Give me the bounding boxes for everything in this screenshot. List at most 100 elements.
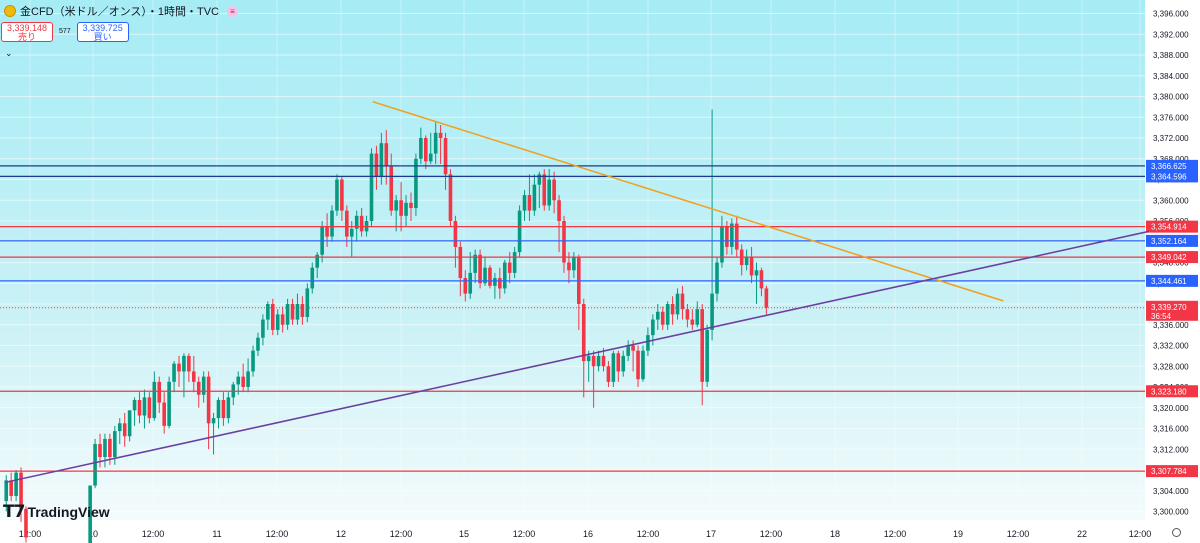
buy-price: 3,339.725 <box>82 22 123 33</box>
candle-down <box>606 366 611 382</box>
level-label: 3,352.164 <box>1151 237 1187 246</box>
level-label-bg <box>1146 385 1198 398</box>
candle-down <box>700 309 705 382</box>
settings-icon[interactable] <box>1172 528 1181 537</box>
candle-up <box>103 438 107 458</box>
x-tick-label: 15 <box>459 529 469 539</box>
candle-down <box>749 257 754 276</box>
current-price-label-bg <box>1146 300 1198 321</box>
candle-down <box>221 399 226 419</box>
candle-up <box>330 210 334 237</box>
candle-up <box>522 195 527 211</box>
candle-up <box>572 257 576 271</box>
sell-price: 3,339.148 <box>6 22 48 33</box>
level-label-bg <box>1146 234 1198 247</box>
candle-up <box>483 267 487 284</box>
price-axis-background <box>1145 0 1200 543</box>
candle-up <box>715 262 719 294</box>
candle-up <box>641 350 645 380</box>
candle-up <box>354 215 359 229</box>
candle-up <box>621 355 626 372</box>
candle-down <box>631 345 635 351</box>
candle-down <box>552 179 556 201</box>
candle-up <box>113 431 117 458</box>
candle-up <box>132 399 137 411</box>
candle-down <box>325 226 329 237</box>
y-tick-label: 3,332.000 <box>1153 342 1189 351</box>
level-label-bg <box>1146 274 1198 287</box>
x-tick-label: 10 <box>88 529 98 539</box>
candle-down <box>567 262 571 271</box>
candle-up <box>251 350 255 372</box>
candle-up <box>468 272 473 294</box>
candle-up <box>754 270 759 276</box>
candle-up <box>315 254 320 268</box>
candle-down <box>24 508 28 538</box>
candle-up <box>14 472 18 496</box>
x-tick-label: 12:00 <box>513 529 536 539</box>
candle-down <box>399 200 403 216</box>
candle-down <box>660 311 665 325</box>
x-tick-label: 19 <box>953 529 963 539</box>
lines-menu-icon[interactable]: ≡ <box>227 5 239 17</box>
chevron-down-icon[interactable]: ⌄ <box>5 48 13 58</box>
candle-down <box>300 304 305 317</box>
candle-down <box>409 202 413 209</box>
candle-down <box>196 381 201 395</box>
candle-up <box>349 228 354 237</box>
candle-down <box>725 226 729 247</box>
level-label-bg <box>1146 251 1198 264</box>
y-tick-label: 3,384.000 <box>1153 72 1189 81</box>
y-tick-label: 3,368.000 <box>1153 155 1189 164</box>
spread-value: 577 <box>59 28 71 35</box>
candle-down <box>280 314 285 325</box>
candle-down <box>488 267 492 286</box>
candle-down <box>206 376 211 424</box>
candle-up <box>428 153 433 162</box>
candle-down <box>527 195 532 211</box>
sell-button[interactable]: 3,339.148 売り <box>1 22 53 42</box>
y-tick-label: 3,312.000 <box>1153 445 1189 454</box>
y-tick-label: 3,372.000 <box>1153 134 1189 143</box>
buy-button[interactable]: 3,339.725 買い <box>76 22 129 42</box>
trendline <box>372 100 1004 302</box>
x-tick-label: 22 <box>1077 529 1087 539</box>
candle-up <box>117 423 122 432</box>
chart-header: 金CFD（米ドル／オンス）・1時間・TVC ≡ <box>4 3 239 19</box>
candle-down <box>670 304 675 315</box>
candle-down <box>448 174 453 221</box>
candle-down <box>591 355 596 367</box>
candle-down <box>759 270 764 289</box>
symbol-title[interactable]: 金CFD（米ドル／オンス）・1時間・TVC <box>20 6 220 18</box>
candle-up <box>4 480 9 502</box>
candle-up <box>394 200 398 211</box>
candle-down <box>157 381 162 403</box>
candle-up <box>88 485 92 543</box>
candle-up <box>414 158 418 209</box>
candle-up <box>236 376 241 385</box>
candle-up <box>93 444 97 486</box>
candle-up <box>127 410 132 437</box>
candle-up <box>261 319 265 338</box>
candle-down <box>616 353 621 372</box>
candle-down <box>443 138 448 175</box>
candle-up <box>404 202 408 216</box>
x-tick-label: 17 <box>706 529 716 539</box>
candle-down <box>507 262 512 273</box>
candle-up <box>142 397 147 416</box>
level-label-bg <box>1146 159 1198 172</box>
candle-up <box>502 262 507 289</box>
candle-down <box>374 153 379 177</box>
candle-up <box>695 309 700 325</box>
candle-up <box>246 371 250 387</box>
candle-down <box>680 293 685 310</box>
candle-up <box>675 293 680 315</box>
candle-up <box>172 363 176 382</box>
candle-up <box>152 381 157 419</box>
level-label-bg <box>1146 170 1198 183</box>
candle-down <box>340 179 344 211</box>
x-tick-label: 12:00 <box>142 529 165 539</box>
level-label: 3,344.461 <box>1151 277 1187 286</box>
